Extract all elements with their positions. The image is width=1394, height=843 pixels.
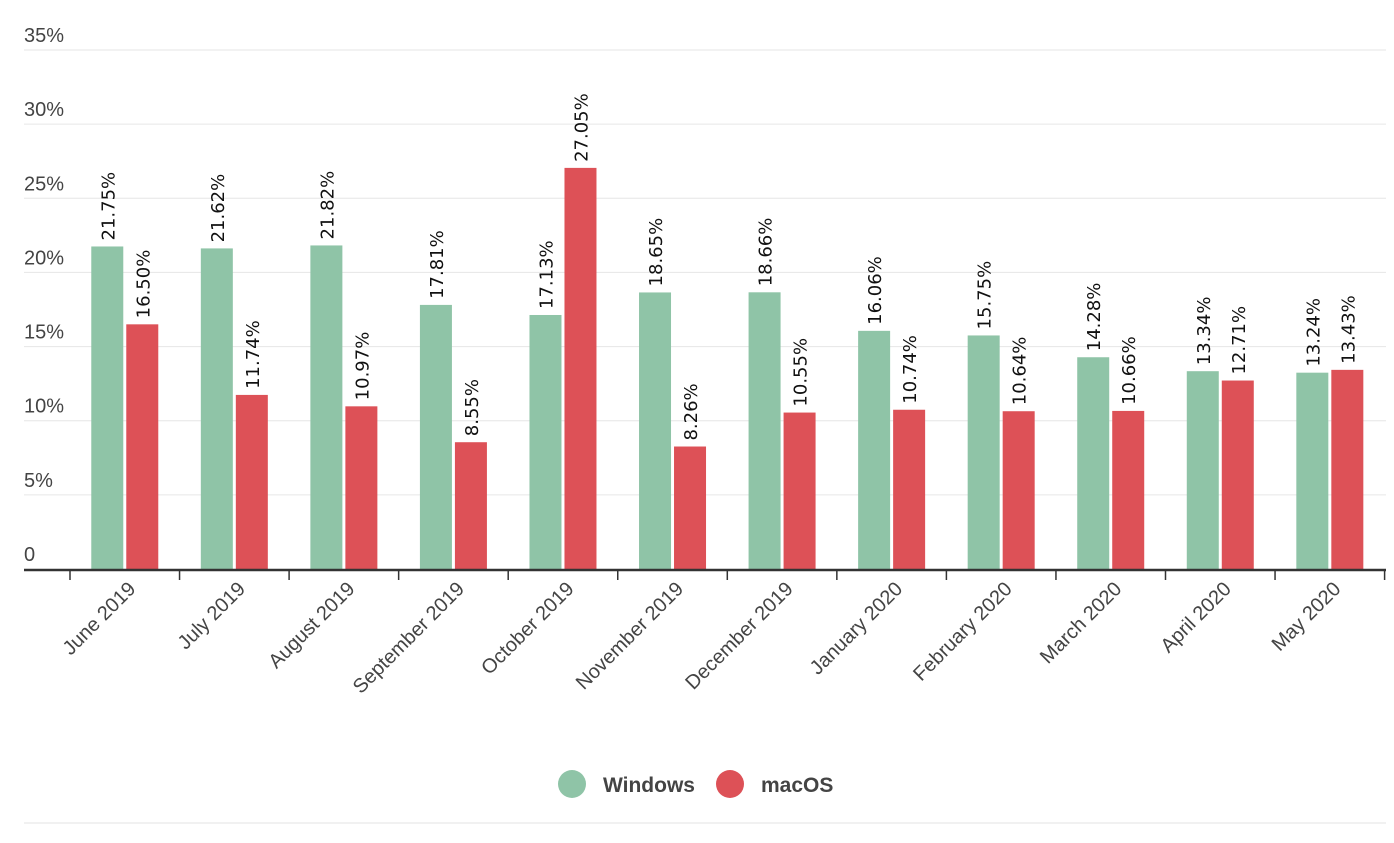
bar-macos-1: [235, 394, 268, 569]
bar-windows-8: [967, 335, 1000, 569]
y-tick-label: 5%: [24, 470, 53, 492]
data-label-macos-11: 13.43%: [1338, 295, 1359, 364]
data-label-macos-0: 16.50%: [133, 250, 154, 319]
data-label-macos-7: 10.74%: [900, 335, 921, 404]
y-tick-label: 0: [24, 544, 35, 566]
x-tick-label: March 2020: [1036, 578, 1126, 668]
x-tick-label: November 2019: [572, 578, 688, 694]
bar-macos-8: [1002, 411, 1035, 569]
bars: [91, 167, 1364, 570]
data-label-windows-1: 21.62%: [208, 174, 229, 243]
data-label-macos-3: 8.55%: [462, 379, 483, 436]
x-tick-label: December 2019: [681, 578, 797, 694]
y-tick-label: 20%: [24, 247, 64, 269]
bar-windows-10: [1186, 371, 1219, 569]
legend-label-macos: macOS: [761, 774, 833, 797]
data-label-windows-0: 21.75%: [98, 172, 119, 241]
bar-macos-10: [1221, 380, 1254, 569]
data-label-macos-4: 27.05%: [571, 93, 592, 162]
data-label-windows-6: 18.66%: [756, 218, 777, 287]
x-tick-label: May 2020: [1268, 578, 1346, 656]
x-tick-label: August 2019: [264, 578, 359, 673]
bar-macos-5: [674, 446, 707, 569]
bar-windows-4: [529, 314, 562, 569]
data-label-windows-11: 13.24%: [1303, 298, 1324, 367]
bar-windows-5: [639, 292, 672, 569]
data-label-windows-7: 16.06%: [865, 256, 886, 325]
y-tick-label: 10%: [24, 396, 64, 418]
bar-macos-0: [126, 324, 159, 569]
bar-macos-9: [1112, 410, 1145, 569]
bar-windows-9: [1077, 357, 1110, 569]
y-axis-ticks: 0 5% 10% 15% 20% 25% 30% 35%: [24, 25, 64, 566]
bar-windows-0: [91, 246, 124, 569]
data-label-windows-5: 18.65%: [646, 218, 667, 287]
data-label-macos-6: 10.55%: [791, 338, 812, 407]
data-label-windows-10: 13.34%: [1194, 297, 1215, 366]
bar-macos-7: [893, 409, 926, 569]
bar-macos-4: [564, 167, 597, 569]
x-tick-label: October 2019: [477, 578, 578, 679]
x-tick-label: June 2019: [59, 578, 141, 660]
legend-swatch-macos: [716, 770, 744, 798]
data-label-windows-2: 21.82%: [317, 171, 338, 240]
bar-macos-11: [1331, 369, 1364, 569]
bar-windows-3: [419, 304, 452, 569]
bar-windows-7: [858, 330, 891, 569]
data-label-windows-4: 17.13%: [536, 240, 557, 309]
legend[interactable]: Windows macOS: [558, 770, 833, 798]
y-tick-label: 15%: [24, 322, 64, 344]
x-tick-label: February 2020: [909, 578, 1017, 686]
data-label-macos-2: 10.97%: [352, 332, 373, 401]
data-label-macos-5: 8.26%: [681, 383, 702, 440]
x-tick-label: September 2019: [349, 578, 469, 698]
data-labels: 21.75% 16.50% 21.62% 11.74% 21.82% 10.97% 17.8…: [98, 93, 1359, 440]
data-label-macos-9: 10.66%: [1119, 336, 1140, 405]
bar-macos-6: [783, 412, 816, 569]
y-tick-label: 25%: [24, 173, 64, 195]
y-tick-label: 35%: [24, 25, 64, 47]
legend-swatch-windows: [558, 770, 586, 798]
data-label-windows-8: 15.75%: [975, 261, 996, 330]
data-label-windows-9: 14.28%: [1084, 283, 1105, 352]
y-tick-label: 30%: [24, 99, 64, 121]
x-tick-label: January 2020: [806, 578, 907, 679]
data-label-macos-1: 11.74%: [243, 320, 264, 389]
data-label-macos-8: 10.64%: [1010, 337, 1031, 406]
data-label-macos-10: 12.71%: [1229, 306, 1250, 375]
x-tick-label: July 2019: [174, 578, 250, 654]
bar-windows-2: [310, 245, 343, 570]
bar-macos-2: [345, 406, 378, 569]
bar-windows-6: [748, 292, 781, 569]
legend-label-windows: Windows: [603, 774, 695, 797]
data-label-windows-3: 17.81%: [427, 230, 448, 299]
bar-macos-3: [454, 442, 487, 569]
bar-windows-11: [1296, 372, 1329, 569]
bar-windows-1: [200, 248, 233, 569]
x-tick-label: April 2020: [1157, 578, 1236, 657]
